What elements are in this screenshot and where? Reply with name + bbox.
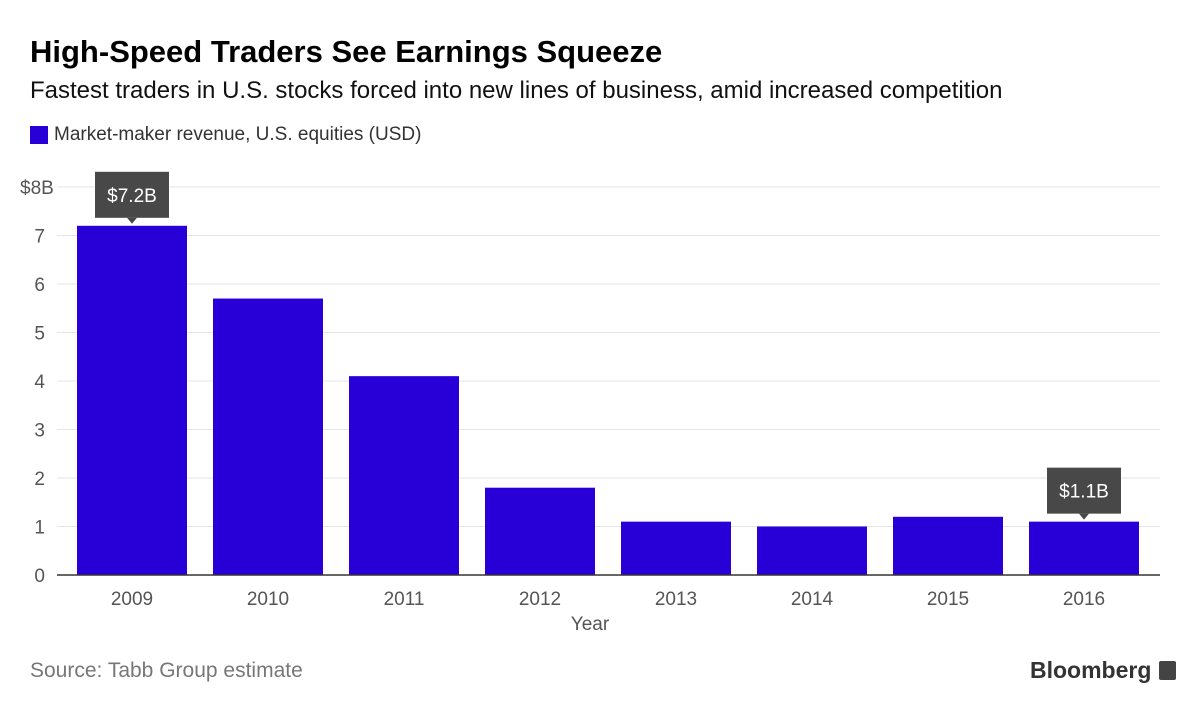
- y-tick-label: 7: [34, 227, 45, 248]
- legend: Market-maker revenue, U.S. equities (USD…: [30, 124, 421, 146]
- callout-label: $7.2B: [107, 186, 157, 207]
- brand-name: Bloomberg: [1030, 657, 1152, 683]
- x-axis-title: Year: [571, 614, 610, 635]
- callout-pointer: [127, 217, 137, 224]
- chart-title: High-Speed Traders See Earnings Squeeze: [30, 34, 663, 69]
- callout-label: $1.1B: [1059, 482, 1109, 503]
- bar-2013: [621, 521, 731, 575]
- bar-2015: [893, 516, 1003, 575]
- x-tick-label: 2015: [927, 589, 969, 610]
- bar-2010: [213, 298, 323, 575]
- callout-box: [1047, 467, 1121, 514]
- bar-2011: [349, 376, 459, 575]
- legend-swatch: [30, 126, 48, 144]
- x-tick-label: 2012: [519, 589, 561, 610]
- x-tick-label: 2010: [247, 589, 289, 610]
- y-tick-label: 0: [34, 566, 45, 587]
- source-note: Source: Tabb Group estimate: [30, 659, 303, 682]
- bar-2016: [1029, 521, 1139, 575]
- callout-box: [95, 171, 169, 218]
- y-tick-label: $8B: [20, 178, 54, 199]
- y-tick-label: 6: [34, 275, 45, 296]
- y-tick-label: 2: [34, 469, 45, 490]
- y-tick-label: 5: [34, 324, 45, 345]
- bar-2014: [757, 526, 867, 575]
- x-tick-label: 2016: [1063, 589, 1105, 610]
- x-tick-label: 2011: [384, 589, 425, 610]
- y-tick-label: 1: [34, 518, 45, 539]
- bloomberg-logo: Bloomberg: [1030, 657, 1177, 684]
- chart-subtitle: Fastest traders in U.S. stocks forced in…: [30, 77, 1003, 104]
- bar-2012: [485, 487, 595, 575]
- y-tick-label: 4: [34, 372, 45, 393]
- y-tick-label: 3: [34, 421, 45, 442]
- callout-pointer: [1079, 513, 1089, 520]
- x-tick-label: 2009: [111, 589, 153, 610]
- bar-2009: [77, 225, 187, 576]
- x-tick-label: 2013: [655, 589, 697, 610]
- x-tick-label: 2014: [791, 589, 834, 610]
- legend-label: Market-maker revenue, U.S. equities (USD…: [54, 124, 422, 145]
- chart-icon: [1159, 661, 1177, 680]
